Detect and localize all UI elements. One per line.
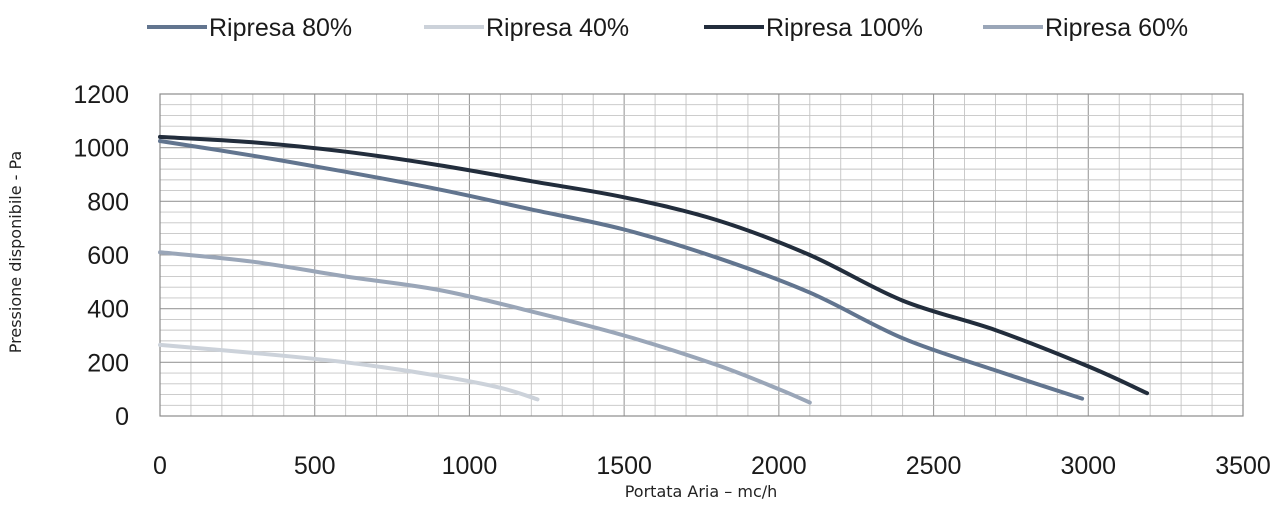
x-tick-label: 3500	[1215, 452, 1271, 480]
y-tick-label: 200	[87, 349, 129, 377]
grid	[160, 94, 1243, 416]
legend-label: Ripresa 80%	[209, 14, 352, 42]
x-axis-title: Portata Aria – mc/h	[625, 482, 778, 501]
legend-item-ripresa-40: Ripresa 40%	[424, 14, 629, 42]
series-line-ripresa-100	[158, 134, 1150, 396]
x-tick-label: 2000	[751, 452, 807, 480]
y-tick-label: 0	[115, 403, 129, 431]
y-tick-label: 1200	[73, 81, 129, 109]
series-group	[158, 134, 1150, 405]
plot-area-border	[159, 93, 1244, 417]
y-axis-title: Pressione disponibile - Pa	[6, 151, 25, 353]
y-tick-label: 800	[87, 188, 129, 216]
legend-label: Ripresa 100%	[766, 14, 923, 42]
y-tick-label: 1000	[73, 135, 129, 163]
legend: Ripresa 80% Ripresa 40% Ripresa 100% Ripres…	[147, 14, 1188, 42]
legend-item-ripresa-80: Ripresa 80%	[147, 14, 352, 42]
series-line-ripresa-80	[158, 139, 1085, 401]
legend-item-ripresa-100: Ripresa 100%	[704, 14, 923, 42]
x-tick-label: 500	[294, 452, 336, 480]
x-tick-label: 0	[153, 452, 167, 480]
x-tick-label: 1000	[442, 452, 498, 480]
y-axis-ticks: 0 200 400 600 800 1000 1200	[73, 81, 129, 431]
legend-item-ripresa-60: Ripresa 60%	[983, 14, 1188, 42]
legend-label: Ripresa 60%	[1045, 14, 1188, 42]
legend-label: Ripresa 40%	[486, 14, 629, 42]
x-tick-label: 3000	[1060, 452, 1116, 480]
x-tick-label: 2500	[906, 452, 962, 480]
y-tick-label: 600	[87, 242, 129, 270]
y-tick-label: 400	[87, 296, 129, 324]
series-line-ripresa-60	[158, 250, 812, 405]
x-tick-label: 1500	[596, 452, 652, 480]
x-axis-ticks: 0 500 1000 1500 2000 2500 3000 3500	[153, 452, 1271, 480]
series-line-ripresa-40	[158, 342, 540, 402]
